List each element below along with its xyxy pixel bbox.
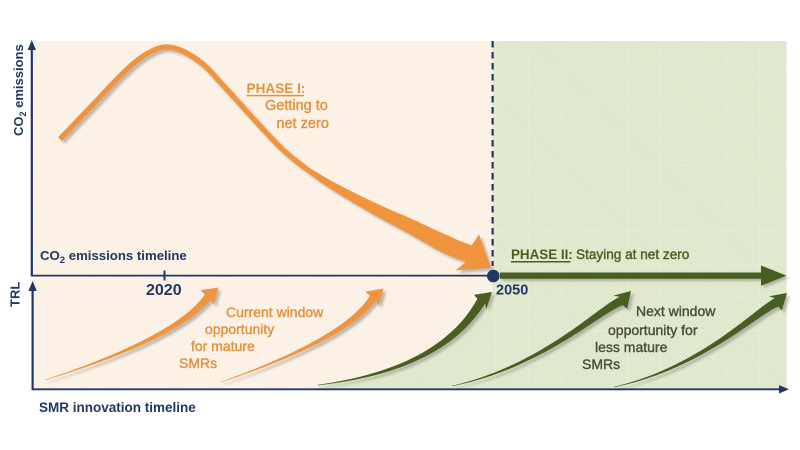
svg-text:Staying at net zero: Staying at net zero	[576, 247, 689, 262]
svg-text:Next window: Next window	[636, 303, 716, 319]
svg-text:SMR innovation timeline: SMR innovation timeline	[39, 400, 196, 415]
svg-text:CO2 emissions: CO2 emissions	[11, 44, 28, 136]
svg-text:SMRs: SMRs	[179, 355, 217, 371]
svg-text:PHASE II:: PHASE II:	[511, 247, 573, 262]
svg-text:Current window: Current window	[226, 304, 324, 320]
svg-text:opportunity for: opportunity for	[608, 322, 698, 338]
svg-text:PHASE I:: PHASE I:	[247, 81, 306, 96]
svg-text:opportunity: opportunity	[205, 321, 274, 337]
svg-text:Getting to: Getting to	[265, 98, 328, 114]
svg-text:TRL: TRL	[8, 282, 23, 307]
svg-text:2020: 2020	[146, 282, 182, 299]
svg-text:2050: 2050	[496, 283, 528, 299]
svg-text:less mature: less mature	[595, 339, 668, 355]
svg-text:SMRs: SMRs	[582, 356, 620, 372]
svg-text:net zero: net zero	[277, 116, 329, 132]
svg-text:for mature: for mature	[191, 338, 255, 354]
svg-text:CO2 emissions timeline: CO2 emissions timeline	[40, 248, 187, 266]
